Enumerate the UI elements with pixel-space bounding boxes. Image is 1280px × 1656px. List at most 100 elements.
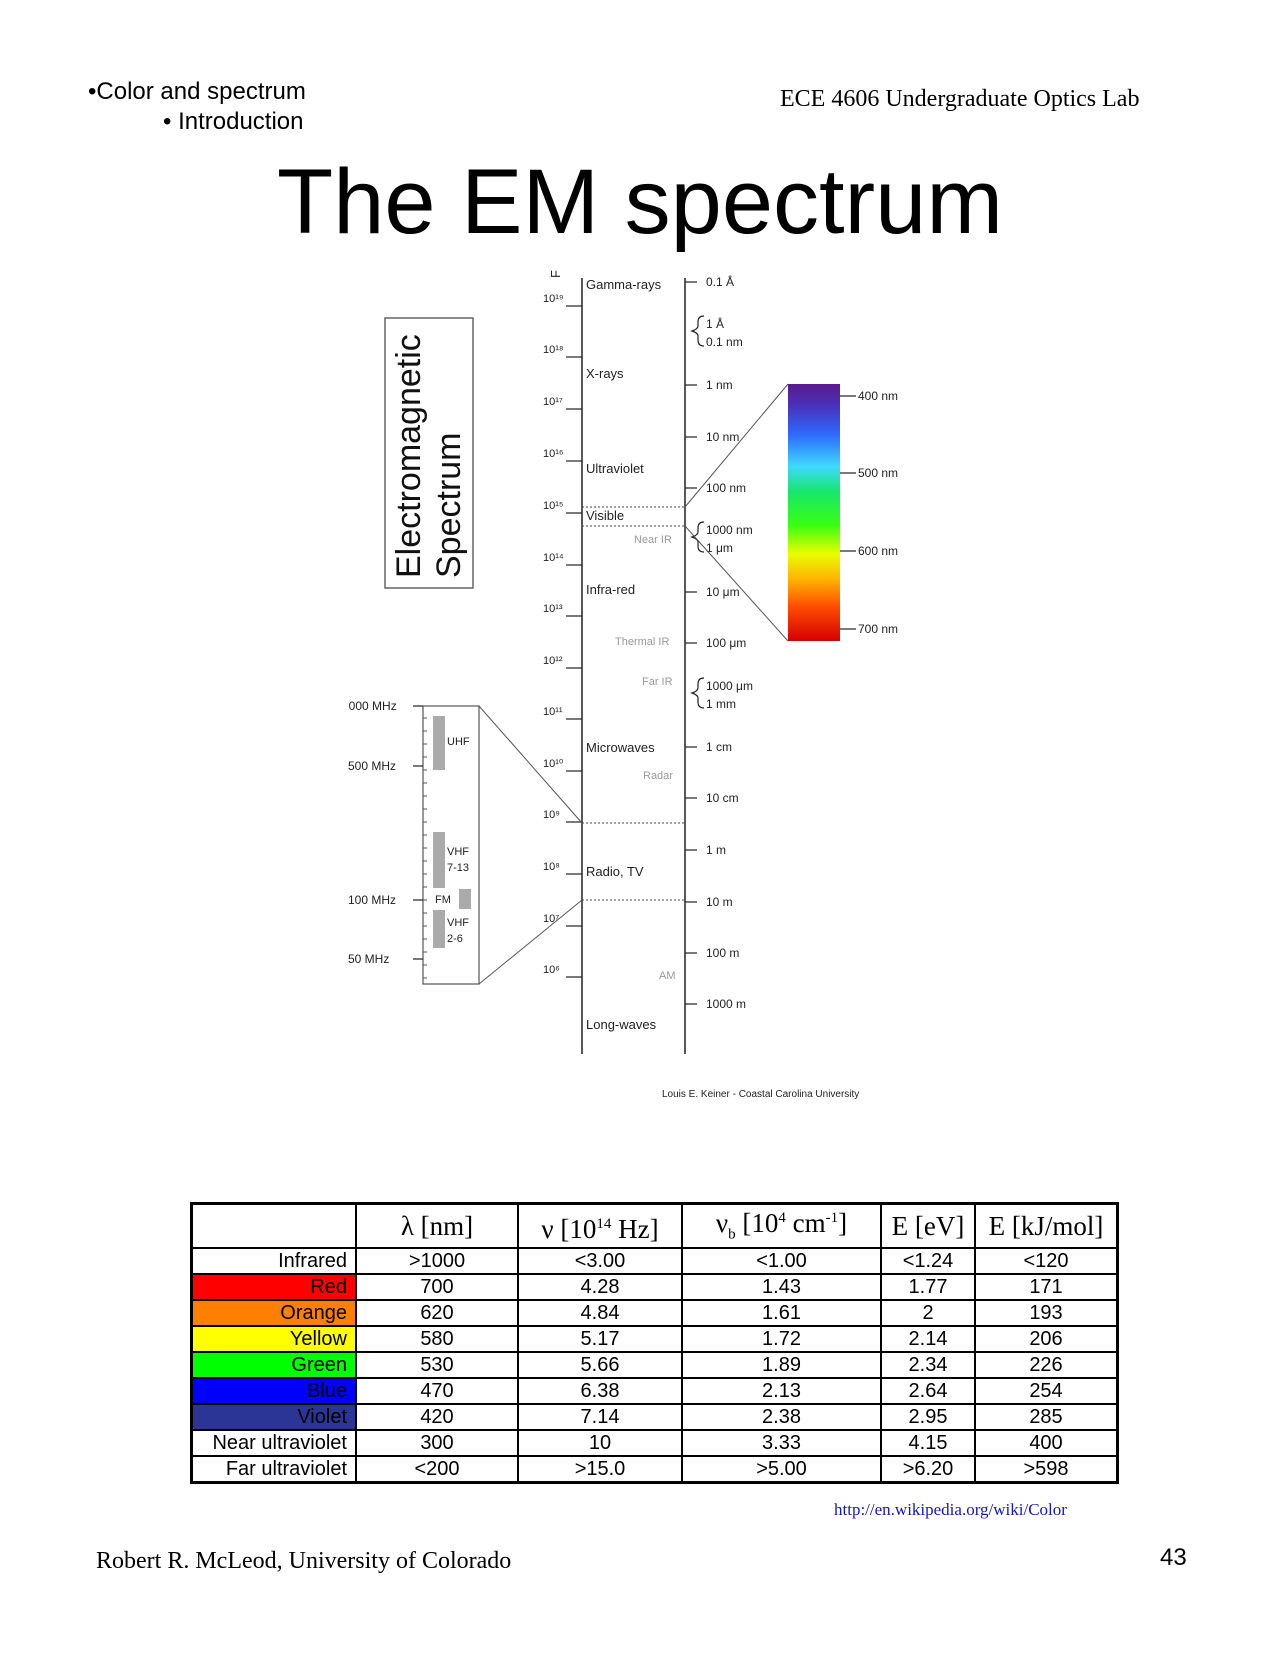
table-cell-color-name: Green — [190, 1351, 357, 1379]
table-cell-color-name: Infrared — [190, 1247, 357, 1275]
table-header-wavenumber: νb [104 cm-1] — [681, 1202, 882, 1249]
wavelength-label: 1 mm — [706, 697, 736, 711]
table-cell-wavelength: 700 — [355, 1273, 519, 1301]
table-cell-wavenumber: 2.13 — [681, 1377, 882, 1405]
wavelength-label: 100 m — [706, 946, 739, 960]
table-cell-energy-ev: 2.14 — [880, 1325, 976, 1353]
table-cell-wavelength: 530 — [355, 1351, 519, 1379]
table-cell-color-name: Yellow — [190, 1325, 357, 1353]
band-label: Visible — [586, 508, 624, 523]
table-cell-energy-ev: >6.20 — [880, 1455, 976, 1484]
band-label: Ultraviolet — [586, 461, 644, 476]
frequency-tick-label: 10¹⁷ — [543, 396, 563, 408]
frequency-tick-label: 10¹⁹ — [543, 293, 564, 305]
table-header-wavenumber-close: ] — [838, 1207, 848, 1238]
breadcrumb-section: •Color and spectrum — [88, 78, 306, 105]
figure-title-line-2: Spectrum — [430, 433, 468, 579]
radio-frequency-label: 50 MHz — [348, 952, 389, 966]
radio-band-label: FM — [435, 894, 451, 906]
band-label: Radio, TV — [586, 864, 644, 879]
radio-frequency-label: 500 MHz — [348, 759, 396, 773]
table-cell-frequency: 4.84 — [517, 1299, 683, 1327]
table-cell-frequency: 4.28 — [517, 1273, 683, 1301]
table-cell-wavelength: 420 — [355, 1403, 519, 1431]
wavelength-label: 1 μm — [706, 541, 733, 555]
table-cell-frequency: >15.0 — [517, 1455, 683, 1484]
table-header-frequency-exp: 14 — [596, 1215, 612, 1232]
em-spectrum-figure: Electromagnetic Spectrum Fr 10¹⁹ 10¹⁸ 10¹⁷ 10¹… — [348, 270, 920, 1110]
table-cell-energy-ev: 2.34 — [880, 1351, 976, 1379]
frequency-tick-label: 10⁷ — [543, 913, 559, 925]
table-cell-frequency: 5.17 — [517, 1325, 683, 1353]
wavelength-label: 1 Å — [706, 316, 724, 331]
table-cell-energy-ev: 2.95 — [880, 1403, 976, 1431]
radio-band-bar — [459, 889, 471, 909]
table-cell-wavenumber: 1.72 — [681, 1325, 882, 1353]
table-cell-energy-kjmol: <120 — [974, 1247, 1119, 1275]
table-cell-frequency: 7.14 — [517, 1403, 683, 1431]
table-header-energy-kjmol: E [kJ/mol] — [974, 1202, 1119, 1249]
table-cell-wavelength: >1000 — [355, 1247, 519, 1275]
table-cell-energy-ev: 2 — [880, 1299, 976, 1327]
table-cell-color-name: Near ultraviolet — [190, 1429, 357, 1457]
frequency-tick-label: 10¹⁶ — [543, 448, 563, 460]
frequency-tick-label: 10⁸ — [543, 861, 560, 873]
frequency-tick-label: 10¹¹ — [543, 706, 563, 718]
table-header-wavelength: λ [nm] — [355, 1202, 519, 1249]
source-link[interactable]: http://en.wikipedia.org/wiki/Color — [834, 1500, 1067, 1519]
table-cell-wavelength: 620 — [355, 1299, 519, 1327]
table-header-wavenumber-nu: ν — [715, 1207, 729, 1238]
visible-spectrum-bar — [788, 384, 840, 641]
sub-band-label: Far IR — [642, 676, 673, 688]
figure-title-line-1: Electromagnetic — [390, 334, 428, 578]
table-cell-energy-kjmol: >598 — [974, 1455, 1119, 1484]
frequency-axis-header: Fr — [548, 270, 563, 278]
table-header-wavenumber-sub: b — [728, 1226, 736, 1243]
page-number: 43 — [1160, 1544, 1187, 1571]
course-title: ECE 4606 Undergraduate Optics Lab — [780, 86, 1140, 112]
wavelength-label: 1000 nm — [706, 523, 753, 537]
table-cell-wavelength: <200 — [355, 1455, 519, 1484]
radio-inset-box — [422, 705, 480, 985]
table-cell-energy-ev: 4.15 — [880, 1429, 976, 1457]
table-row: Blue 470 6.38 2.13 2.64 254 — [190, 1377, 1119, 1405]
table-cell-frequency: <3.00 — [517, 1247, 683, 1275]
radio-frequency-label: 100 MHz — [348, 893, 396, 907]
table-row: Yellow 580 5.17 1.72 2.14 206 — [190, 1325, 1119, 1353]
wavelength-label: 100 μm — [706, 636, 746, 650]
table-header-frequency-text: ν [10 — [541, 1213, 597, 1244]
table-header-row: λ [nm] ν [1014 Hz] νb [104 cm-1] E [eV] … — [190, 1202, 1119, 1249]
frequency-tick-label: 10¹⁴ — [543, 552, 564, 564]
wavelength-label: 0.1 Å — [706, 274, 734, 289]
radio-connector — [478, 705, 583, 824]
radio-frequency-label: 1000 MHz — [348, 699, 397, 713]
table-row: Orange 620 4.84 1.61 2 193 — [190, 1299, 1119, 1327]
table-header-wavenumber-unit: cm — [785, 1207, 826, 1238]
sub-band-label: Near IR — [634, 534, 672, 546]
figure-title-box — [384, 317, 474, 589]
wavelength-label: 1000 m — [706, 997, 746, 1011]
table-cell-wavelength: 470 — [355, 1377, 519, 1405]
wavelength-label: 0.1 nm — [706, 335, 743, 349]
frequency-tick-label: 10⁹ — [543, 809, 560, 821]
radio-band-label: 2-6 — [447, 933, 463, 945]
visible-wavelength-label: 400 nm — [858, 389, 898, 403]
frequency-tick-label: 10¹⁰ — [543, 758, 564, 770]
table-header-frequency: ν [1014 Hz] — [517, 1202, 683, 1249]
author-footer: Robert R. McLeod, University of Colorado — [96, 1548, 512, 1574]
sub-band-label: Radar — [643, 770, 673, 782]
figure-credit: Louis E. Keiner - Coastal Carolina Unive… — [662, 1089, 859, 1100]
table-cell-energy-kjmol: 171 — [974, 1273, 1119, 1301]
table-row: Green 530 5.66 1.89 2.34 226 — [190, 1351, 1119, 1379]
wavelength-label: 1 cm — [706, 740, 732, 754]
band-label: Microwaves — [586, 740, 655, 755]
wavelength-label: 10 μm — [706, 585, 740, 599]
wavelength-label: 10 cm — [706, 791, 739, 805]
table-row: Infrared >1000 <3.00 <1.00 <1.24 <120 — [190, 1247, 1119, 1275]
frequency-tick-label: 10¹⁸ — [543, 344, 564, 356]
table-cell-wavenumber: <1.00 — [681, 1247, 882, 1275]
table-cell-frequency: 5.66 — [517, 1351, 683, 1379]
table-cell-color-name: Red — [190, 1273, 357, 1301]
table-header-wavenumber-exp: 4 — [778, 1209, 786, 1226]
wavelength-label: 10 m — [706, 895, 733, 909]
